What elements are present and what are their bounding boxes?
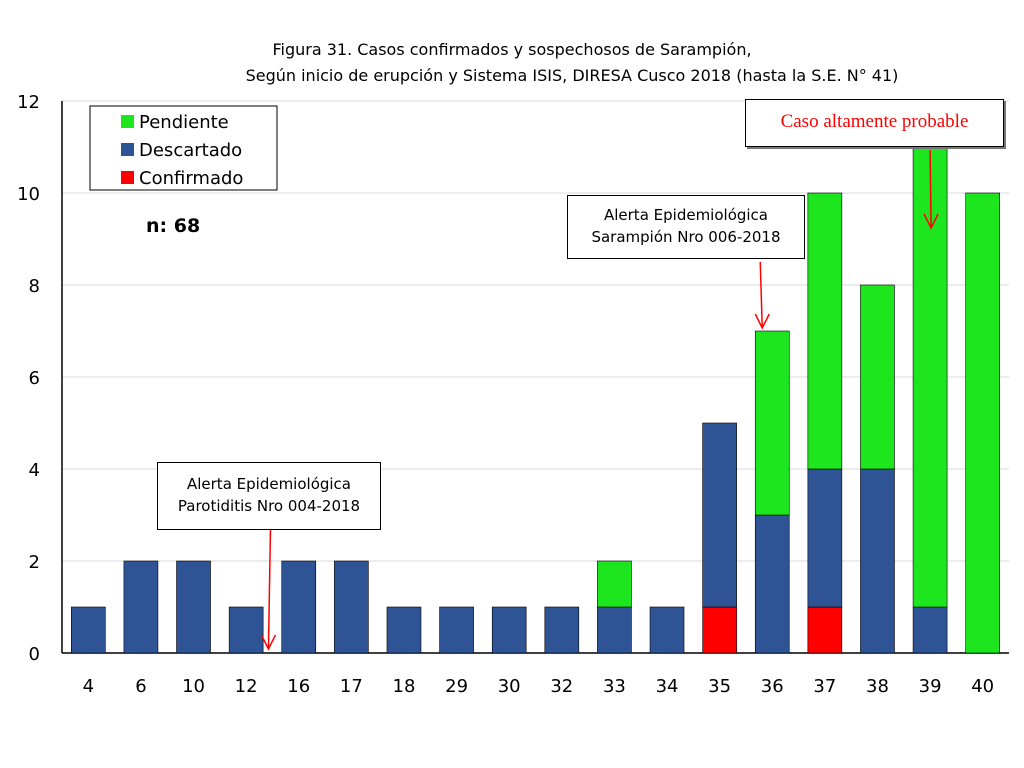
x-tick-label: 38: [866, 676, 889, 697]
bar-descartado: [807, 468, 843, 608]
bar-descartado: [334, 560, 369, 654]
chart-title: Figura 31. Casos confirmados y sospechos…: [272, 40, 752, 59]
x-tick-label: 16: [287, 676, 310, 697]
arrow-sarampion-head: [754, 313, 770, 330]
y-tick-label: 4: [29, 460, 40, 481]
y-tick-label: 10: [17, 184, 40, 205]
arrow-caso-probable: [929, 149, 932, 229]
legend-swatch: [121, 143, 134, 156]
n-label: n: 68: [146, 215, 200, 237]
x-tick-label: 34: [656, 676, 679, 697]
bar-descartado: [544, 606, 580, 654]
annotation-line: Parotiditis Nro 004-2018: [177, 497, 361, 515]
bar-pendiente: [807, 192, 843, 470]
annotation-line: Sarampión Nro 006-2018: [591, 228, 781, 246]
bar-descartado: [123, 560, 159, 654]
x-tick-label: 37: [813, 676, 836, 697]
legend-label: Pendiente: [139, 112, 229, 133]
bar-descartado: [228, 606, 264, 654]
x-tick-label: 18: [393, 676, 416, 697]
legend-label: Confirmado: [139, 168, 243, 189]
legend-swatch: [121, 171, 134, 184]
annotation-alert-sarampion: Alerta Epidemiológica Sarampión Nro 006-…: [567, 195, 805, 259]
y-tick-label: 6: [29, 368, 40, 389]
x-tick-label: 12: [235, 676, 258, 697]
annotation-caso-probable: Caso altamente probable: [745, 99, 1004, 147]
x-tick-label: 29: [445, 676, 468, 697]
annotation-line: Caso altamente probable: [780, 111, 969, 132]
x-tick-label: 17: [340, 676, 363, 697]
bar-descartado: [912, 606, 948, 654]
x-tick-label: 30: [498, 676, 521, 697]
bar-pendiente: [912, 146, 948, 608]
bar-descartado: [702, 422, 737, 608]
chart-subtitle: Según inicio de erupción y Sistema ISIS,…: [245, 66, 899, 85]
y-tick-label: 12: [17, 92, 40, 113]
x-tick-label: 6: [135, 676, 146, 697]
x-tick-label: 35: [708, 676, 731, 697]
annotation-alert-parotiditis: Alerta Epidemiológica Parotiditis Nro 00…: [157, 462, 381, 530]
arrow-parotiditis-head: [260, 634, 277, 651]
bar-pendiente: [965, 192, 1000, 654]
bar-descartado: [649, 606, 685, 654]
x-tick-label: 10: [182, 676, 205, 697]
bar-descartado: [491, 606, 527, 654]
bar-descartado: [281, 560, 317, 654]
legend-label: Descartado: [139, 140, 242, 161]
bar-descartado: [597, 606, 632, 654]
bar-pendiente: [754, 330, 790, 516]
y-tick-label: 2: [29, 552, 40, 573]
bar-descartado: [386, 606, 422, 654]
legend-swatch: [121, 115, 134, 128]
annotation-line: Alerta Epidemiológica: [186, 475, 351, 493]
bar-descartado: [439, 606, 474, 654]
y-tick-label: 0: [29, 644, 40, 665]
bar-confirmado: [702, 606, 737, 654]
x-tick-label: 32: [550, 676, 573, 697]
bar-descartado: [860, 468, 895, 654]
x-tick-label: 36: [761, 676, 784, 697]
x-tick-label: 33: [603, 676, 626, 697]
bar-confirmado: [807, 606, 843, 654]
arrow-sarampion: [759, 261, 763, 329]
x-tick-label: 39: [919, 676, 942, 697]
bar-descartado: [71, 606, 106, 654]
bar-descartado: [176, 560, 211, 654]
arrow-caso-probable-head: [923, 213, 939, 230]
bar-pendiente: [597, 560, 632, 608]
bar-pendiente: [860, 284, 895, 470]
bar-descartado: [754, 514, 790, 654]
annotation-line: Alerta Epidemiológica: [603, 206, 768, 224]
x-tick-label: 4: [83, 676, 94, 697]
x-tick-label: 40: [971, 676, 994, 697]
y-tick-label: 8: [29, 276, 40, 297]
arrow-parotiditis: [267, 529, 272, 650]
